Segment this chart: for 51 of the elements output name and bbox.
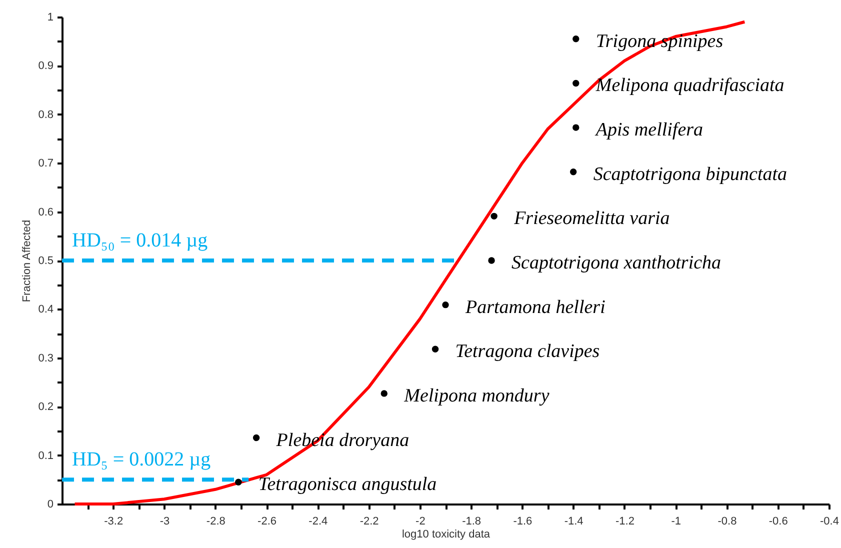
y-tick-label: 0.8 xyxy=(38,108,54,121)
point xyxy=(252,434,260,442)
point xyxy=(490,212,498,220)
x-tick-label: -1 xyxy=(671,516,681,528)
annotation: Trigona spinipes xyxy=(596,30,724,52)
x-tick-label: -2.2 xyxy=(360,516,379,528)
x-tick-label: -2.8 xyxy=(206,516,226,528)
annotation: Partamona helleri xyxy=(464,296,606,318)
annotation: Apis mellifera xyxy=(594,120,704,141)
annotation: Scaptotrigona xanthotricha xyxy=(512,252,722,274)
x-axis-title: log10 toxicity data xyxy=(402,528,491,540)
x-tick-label: -1.4 xyxy=(564,516,584,528)
annotation: Melipona quadrifasciata xyxy=(594,75,784,96)
point xyxy=(488,257,495,264)
y-tick-label: 0.1 xyxy=(38,450,54,462)
y-axis-title: Fraction Affected xyxy=(21,220,34,302)
y-tick-label: 0.6 xyxy=(38,206,54,218)
x-tick-label: -2.4 xyxy=(308,516,328,528)
annotation: HD₅₀ = 0.014 µg xyxy=(72,230,208,252)
x-tick-label: -1.8 xyxy=(462,516,482,528)
x-tick-label: -1.6 xyxy=(513,516,532,528)
point xyxy=(380,390,388,397)
annotation: HD₅ = 0.0022 µg xyxy=(72,448,211,471)
y-tick-label: 0.3 xyxy=(38,352,54,364)
x-tick-label: -0.6 xyxy=(768,516,788,528)
x-tick-label: -3 xyxy=(160,516,170,528)
annotation: Melipona mondury xyxy=(403,385,550,406)
x-tick-label: -2 xyxy=(416,516,426,528)
point xyxy=(572,36,580,42)
point xyxy=(235,478,242,486)
annotation: Frieseomelitta varia xyxy=(513,208,670,230)
y-tick-label: 0.2 xyxy=(38,401,54,414)
y-tick-label: 0 xyxy=(47,498,54,510)
y-tick-label: 0.5 xyxy=(38,255,54,267)
point xyxy=(572,80,580,87)
x-tick-label: -0.4 xyxy=(820,516,839,528)
y-tick-label: 0.9 xyxy=(38,60,54,72)
annotation: Scaptotrigona bipunctata xyxy=(593,164,788,185)
y-tick-label: 0.4 xyxy=(38,304,54,316)
point xyxy=(432,346,439,352)
annotation: Tetragona clavipes xyxy=(455,341,600,362)
x-tick-label: -2.6 xyxy=(258,516,277,528)
y-tick-label: 1 xyxy=(47,12,54,24)
point xyxy=(570,168,577,176)
point xyxy=(572,124,580,131)
x-tick-label: -3.2 xyxy=(104,516,124,528)
x-tick-label: -0.8 xyxy=(718,516,737,528)
annotation: Tetragonisca angustula xyxy=(258,474,437,496)
x-tick-label: -1.2 xyxy=(615,516,634,528)
point xyxy=(442,301,449,308)
y-tick-label: 0.7 xyxy=(38,158,54,170)
